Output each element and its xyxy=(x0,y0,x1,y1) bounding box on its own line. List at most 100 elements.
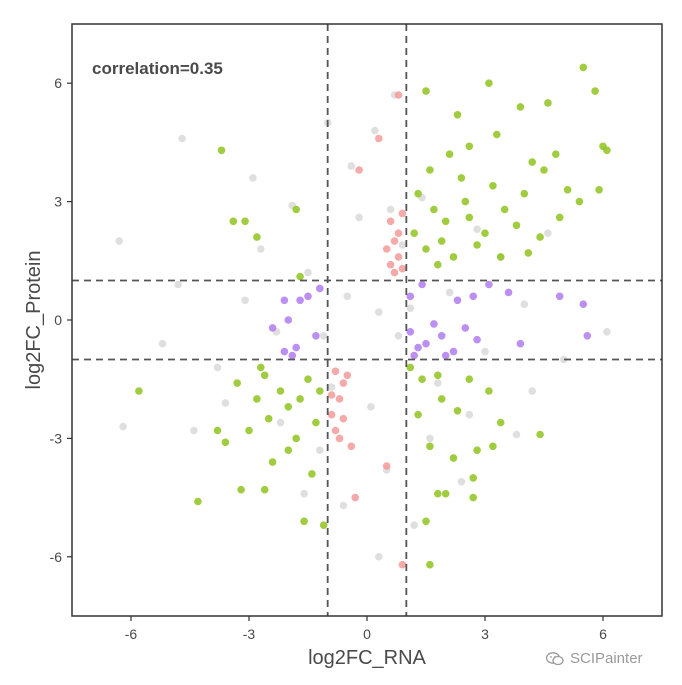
point-both-significant xyxy=(229,217,238,226)
point-rna-only xyxy=(398,560,407,569)
point-rna-only xyxy=(375,134,383,143)
point-not-significant xyxy=(375,553,383,561)
point-both-significant xyxy=(312,418,320,427)
point-not-significant xyxy=(347,162,356,170)
point-rna-only xyxy=(351,493,360,502)
point-not-significant xyxy=(544,229,552,237)
point-not-significant xyxy=(174,280,182,289)
point-both-significant xyxy=(308,470,316,478)
point-rna-only xyxy=(339,414,348,423)
plot-panel-background xyxy=(72,24,662,616)
point-protein-only xyxy=(469,292,478,301)
point-protein-only xyxy=(418,280,426,289)
point-rna-only xyxy=(327,410,336,419)
point-both-significant xyxy=(544,99,552,107)
wechat-icon xyxy=(546,651,564,665)
point-both-significant xyxy=(595,186,603,194)
point-both-significant xyxy=(292,205,301,214)
point-protein-only xyxy=(579,300,588,309)
point-protein-only xyxy=(296,296,304,305)
point-both-significant xyxy=(268,458,277,466)
watermark: SCIPainter xyxy=(546,650,643,667)
point-both-significant xyxy=(552,150,560,158)
point-rna-only xyxy=(382,462,391,470)
point-both-significant xyxy=(426,442,434,451)
point-both-significant xyxy=(481,229,489,237)
point-both-significant xyxy=(603,146,611,155)
point-not-significant xyxy=(178,134,186,143)
point-both-significant xyxy=(414,410,422,419)
point-both-significant xyxy=(441,489,450,498)
point-rna-only xyxy=(335,395,344,403)
point-protein-only xyxy=(268,324,277,332)
point-not-significant xyxy=(528,387,536,395)
point-rna-only xyxy=(335,434,344,443)
y-tick-label: -3 xyxy=(50,430,63,446)
point-both-significant xyxy=(292,434,301,443)
point-both-significant xyxy=(575,197,584,206)
point-both-significant xyxy=(434,371,442,380)
threshold-lines xyxy=(72,24,662,616)
point-both-significant xyxy=(264,414,273,423)
point-not-significant xyxy=(249,174,257,182)
point-both-significant xyxy=(221,438,230,447)
point-both-significant xyxy=(253,233,261,241)
point-not-significant xyxy=(339,501,348,510)
point-not-significant xyxy=(434,379,442,387)
point-both-significant xyxy=(241,217,249,226)
point-both-significant xyxy=(437,237,446,245)
point-protein-only xyxy=(292,343,301,352)
point-both-significant xyxy=(245,426,253,435)
point-both-significant xyxy=(489,182,497,190)
point-protein-only xyxy=(316,284,324,293)
point-both-significant xyxy=(489,442,497,451)
point-both-significant xyxy=(469,474,478,482)
point-both-significant xyxy=(516,103,525,111)
point-not-significant xyxy=(375,308,383,316)
point-both-significant xyxy=(316,387,324,395)
point-rna-only xyxy=(386,260,395,269)
point-protein-only xyxy=(406,292,415,301)
point-not-significant xyxy=(213,363,222,372)
point-not-significant xyxy=(445,288,454,297)
point-not-significant xyxy=(221,399,230,407)
point-both-significant xyxy=(500,205,509,214)
point-not-significant xyxy=(481,347,489,356)
point-both-significant xyxy=(434,489,442,498)
point-not-significant xyxy=(465,410,474,419)
point-protein-only xyxy=(473,335,481,344)
point-protein-only xyxy=(453,296,462,305)
point-rna-only xyxy=(327,391,336,399)
point-both-significant xyxy=(296,395,304,403)
point-both-significant xyxy=(579,63,588,72)
point-both-significant xyxy=(300,517,308,526)
point-not-significant xyxy=(457,478,466,486)
point-both-significant xyxy=(536,233,544,241)
point-both-significant xyxy=(430,205,438,214)
point-both-significant xyxy=(524,249,533,257)
point-rna-only xyxy=(390,268,399,277)
point-rna-only xyxy=(394,229,403,237)
point-not-significant xyxy=(276,418,285,427)
point-both-significant xyxy=(591,87,599,95)
point-not-significant xyxy=(300,489,308,498)
point-both-significant xyxy=(135,387,143,395)
point-both-significant xyxy=(536,430,544,439)
point-both-significant xyxy=(473,241,481,249)
point-rna-only xyxy=(331,426,340,435)
point-both-significant xyxy=(461,197,470,206)
point-rna-only xyxy=(394,253,403,261)
point-both-significant xyxy=(453,407,462,415)
point-not-significant xyxy=(158,339,167,348)
point-both-significant xyxy=(260,485,269,494)
point-protein-only xyxy=(288,351,297,360)
point-both-significant xyxy=(465,142,474,151)
point-not-significant xyxy=(316,446,324,455)
point-protein-only xyxy=(437,332,446,340)
point-not-significant xyxy=(119,422,127,431)
point-protein-only xyxy=(410,351,419,360)
point-both-significant xyxy=(496,253,505,261)
point-protein-only xyxy=(304,292,312,301)
point-both-significant xyxy=(453,111,462,119)
